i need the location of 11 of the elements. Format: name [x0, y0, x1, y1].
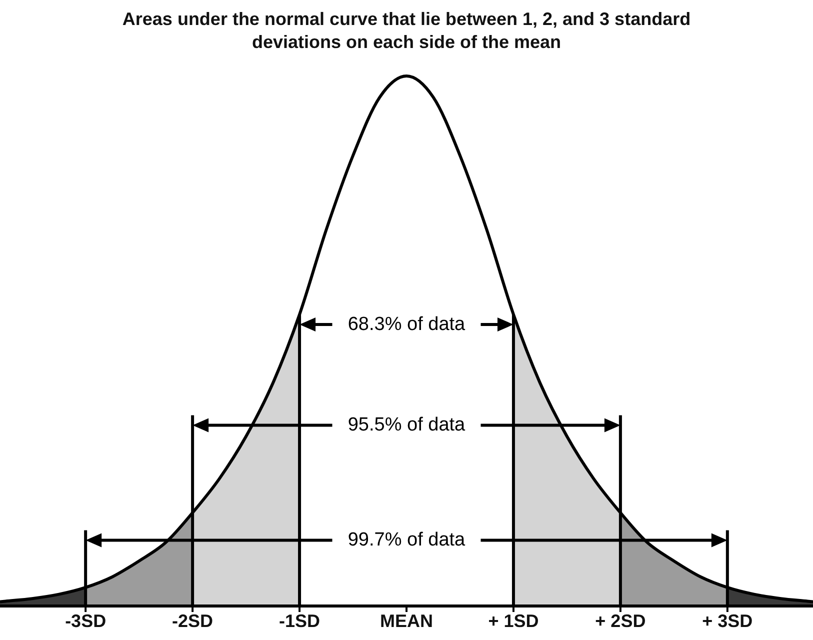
- x-tick-label: + 2SD: [595, 610, 646, 631]
- x-tick-label: + 1SD: [488, 610, 539, 631]
- annotation: 95.5% of data: [348, 414, 466, 436]
- x-tick-label: MEAN: [380, 610, 433, 631]
- x-tick-label: + 3SD: [702, 610, 753, 631]
- x-tick-label: -3SD: [65, 610, 106, 631]
- annotation: 99.7% of data: [348, 530, 466, 551]
- annotation: 68.3% of data: [348, 314, 466, 335]
- chart-title: Areas under the normal curve that lie between 1, 2, and 3 standard deviations on each side of the mean: [121, 8, 692, 54]
- x-tick-label: -1SD: [279, 610, 320, 631]
- x-tick-label: -2SD: [172, 610, 214, 631]
